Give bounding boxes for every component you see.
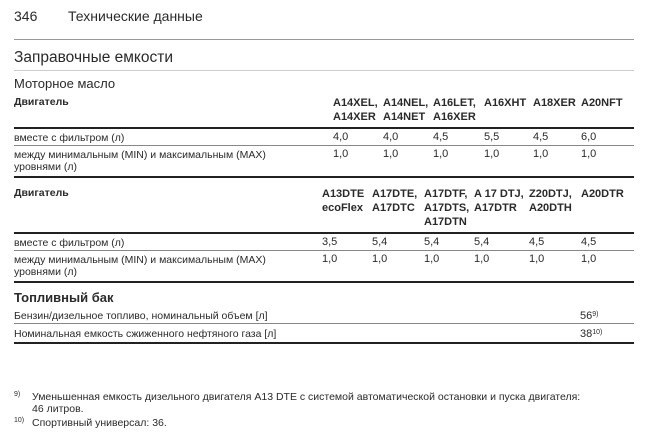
row-label: уровнями (л) — [14, 266, 77, 278]
row-value: 5,5 — [484, 131, 500, 143]
row-value: 1,0 — [424, 253, 440, 265]
row-value: 3,5 — [322, 236, 338, 248]
row-label: вместе с фильтром (л) — [14, 132, 125, 144]
fuel-row-label: Бензин/дизельное топливо, номинальный об… — [14, 310, 268, 322]
row-label: уровнями (л) — [14, 161, 77, 173]
title-divider — [14, 70, 634, 71]
row-value: 5,4 — [474, 236, 490, 248]
row-value: 4,0 — [333, 131, 349, 143]
engine-label: Двигатель — [14, 96, 69, 108]
engine-code: ecoFlex — [322, 202, 363, 214]
row-value: 4,5 — [581, 236, 597, 248]
engine-code: A16LET, — [433, 97, 476, 109]
row-value: 4,5 — [433, 131, 449, 143]
table-header-rule — [14, 127, 634, 129]
row-label: вместе с фильтром (л) — [14, 237, 125, 249]
row-value: 1,0 — [484, 148, 500, 160]
row-value: 1,0 — [581, 253, 597, 265]
row-value: 5,4 — [424, 236, 440, 248]
engine-code: A17DTR — [474, 202, 517, 214]
lpg-row-value: 3810) — [580, 328, 603, 340]
engine-code: A16XER — [433, 111, 476, 123]
table-header-rule — [14, 232, 634, 234]
table-bottom-rule — [14, 342, 634, 344]
engine-label: Двигатель — [14, 187, 69, 199]
page-number: 346 — [14, 8, 38, 24]
engine-code: A 17 DTJ, — [474, 188, 524, 200]
row-value: 4,5 — [529, 236, 545, 248]
row-value: 4,5 — [533, 131, 549, 143]
engine-code: A20NFT — [581, 97, 623, 109]
footnote-text: Спортивный универсал: 36. — [32, 417, 167, 429]
engine-code: A20DTR — [581, 188, 624, 200]
row-divider — [14, 250, 634, 251]
engine-code: A14XER — [333, 111, 376, 123]
row-value: 1,0 — [474, 253, 490, 265]
engine-code: A16XHT — [484, 97, 527, 109]
footnote-mark: 9) — [14, 391, 21, 398]
row-value: 1,0 — [322, 253, 338, 265]
engine-code: A17DTE, — [372, 188, 418, 200]
row-value: 1,0 — [333, 148, 349, 160]
table-bottom-rule — [14, 281, 634, 283]
fuel-row-value: 569) — [580, 310, 599, 322]
engine-code: A14XEL, — [333, 97, 378, 109]
engine-oil-heading: Моторное масло — [14, 76, 116, 91]
footnote-mark: 10) — [14, 417, 25, 424]
row-value: 1,0 — [581, 148, 597, 160]
engine-code: A17DTN — [424, 216, 467, 228]
row-divider — [14, 145, 634, 146]
row-label: между минимальным (MIN) и максимальным (… — [14, 254, 266, 266]
engine-code: A17DTS, — [424, 202, 470, 214]
engine-code: A17DTF, — [424, 188, 468, 200]
engine-code: A14NET — [383, 111, 426, 123]
row-label: между минимальным (MIN) и максимальным (… — [14, 149, 266, 161]
row-value: 1,0 — [383, 148, 399, 160]
row-value: 5,4 — [372, 236, 388, 248]
lpg-row-label: Номинальная емкость сжиженного нефтяного… — [14, 328, 277, 340]
section-title: Технические данные — [68, 8, 203, 24]
fuel-tank-heading: Топливный бак — [14, 290, 114, 305]
row-value: 1,0 — [529, 253, 545, 265]
engine-code: Z20DTJ, — [529, 188, 572, 200]
header-divider — [14, 39, 634, 40]
engine-code: A17DTC — [372, 202, 415, 214]
row-value: 1,0 — [433, 148, 449, 160]
table-bottom-rule — [14, 176, 634, 178]
row-value: 4,0 — [383, 131, 399, 143]
row-value: 1,0 — [372, 253, 388, 265]
page-title: Заправочные емкости — [14, 49, 174, 66]
engine-code: A20DTH — [529, 202, 572, 214]
footnote-text: Уменьшенная емкость дизельного двигателя… — [32, 391, 581, 403]
row-value: 1,0 — [533, 148, 549, 160]
engine-code: A14NEL, — [383, 97, 429, 109]
row-divider — [14, 323, 634, 324]
engine-code: A13DTE — [322, 188, 365, 200]
row-value: 6,0 — [581, 131, 597, 143]
engine-code: A18XER — [533, 97, 576, 109]
footnote-text: 46 литров. — [32, 403, 84, 415]
